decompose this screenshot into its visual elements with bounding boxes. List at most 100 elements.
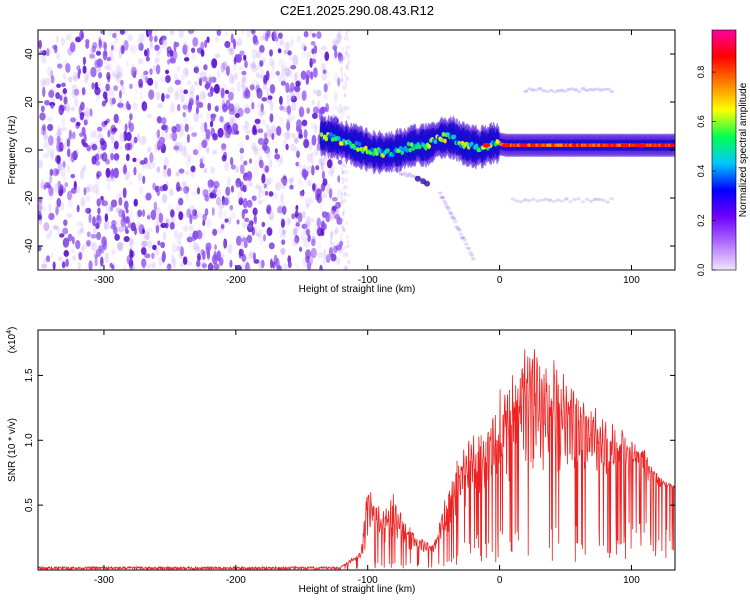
noise-dot	[306, 107, 310, 115]
noise-dot	[71, 40, 75, 45]
noise-dot	[49, 168, 54, 177]
noise-dot	[229, 156, 234, 166]
noise-dot	[274, 148, 278, 154]
noise-dot	[117, 71, 123, 78]
noise-dot	[287, 50, 292, 56]
noise-dot	[74, 186, 81, 194]
noise-dot	[337, 104, 344, 115]
noise-dot	[281, 239, 286, 245]
snr-xlabel: Height of straight line (km)	[299, 584, 416, 595]
noise-dot	[241, 70, 247, 76]
noise-dot	[44, 77, 51, 86]
noise-dot	[217, 227, 224, 235]
noise-dot	[38, 53, 43, 60]
noise-dot	[189, 126, 195, 131]
noise-dot	[52, 168, 59, 177]
branch-dot	[460, 236, 465, 240]
noise-dot	[109, 97, 115, 106]
noise-dot	[202, 219, 206, 227]
noise-dot	[238, 197, 244, 206]
noise-dot	[287, 218, 291, 225]
noise-dot	[323, 248, 327, 258]
noise-dot	[259, 45, 265, 53]
ridge-core	[443, 138, 447, 144]
noise-dot	[161, 38, 165, 49]
noise-dot	[286, 105, 292, 115]
noise-dot	[269, 225, 273, 231]
noise-dot	[286, 94, 290, 105]
noise-dot	[280, 247, 286, 255]
branch-dot	[555, 198, 561, 202]
noise-dot	[343, 191, 347, 196]
noise-dot	[213, 263, 220, 270]
noise-dot	[313, 124, 318, 134]
noise-dot	[133, 136, 138, 144]
noise-dot	[328, 211, 335, 222]
noise-dot	[173, 140, 178, 147]
noise-dot	[213, 180, 220, 189]
noise-dot	[149, 34, 153, 43]
noise-dot	[42, 153, 49, 159]
noise-dot	[50, 103, 54, 109]
noise-dot	[120, 45, 125, 55]
noise-dot	[207, 102, 212, 112]
noise-dot	[106, 56, 112, 62]
noise-dot	[122, 187, 127, 199]
noise-dot	[334, 40, 341, 45]
noise-dot	[161, 254, 166, 263]
noise-dot	[165, 218, 170, 228]
noise-dot	[298, 106, 305, 118]
noise-dot	[83, 187, 87, 196]
noise-dot	[333, 52, 340, 62]
noise-dot	[286, 120, 291, 132]
branch-dot	[601, 198, 606, 202]
noise-dot	[182, 225, 188, 232]
noise-dot	[199, 156, 206, 164]
noise-dot	[71, 131, 76, 140]
noise-dot	[345, 31, 348, 36]
noise-dot	[336, 188, 343, 199]
colorbar-tick-label: 0.4	[696, 165, 706, 178]
noise-dot	[68, 76, 73, 84]
noise-dot	[282, 174, 287, 179]
noise-dot	[93, 57, 98, 64]
ridge-core	[324, 136, 329, 142]
noise-dot	[316, 89, 322, 97]
noise-dot	[94, 86, 101, 96]
ridge-core	[370, 147, 374, 153]
noise-dot	[324, 51, 330, 62]
branch-dot	[469, 253, 475, 257]
noise-dot	[173, 145, 180, 151]
noise-dot	[123, 200, 129, 210]
noise-dot	[343, 192, 347, 197]
noise-dot	[219, 115, 224, 123]
noise-dot	[190, 205, 195, 216]
noise-dot	[331, 38, 338, 46]
noise-dot	[346, 105, 350, 110]
noise-dot	[145, 161, 151, 170]
noise-dot	[332, 44, 338, 51]
noise-dot	[155, 64, 161, 75]
noise-dot	[180, 92, 186, 103]
noise-dot	[233, 72, 238, 81]
ridge-core	[329, 132, 333, 137]
noise-dot	[246, 170, 253, 179]
noise-dot	[70, 152, 76, 163]
ridge-core	[319, 132, 324, 138]
branch-dot	[527, 198, 532, 203]
noise-dot	[280, 155, 284, 165]
noise-dot	[97, 126, 103, 132]
branch-dot	[570, 87, 575, 91]
ridge-core	[406, 141, 411, 147]
noise-dot	[200, 49, 205, 57]
noise-dot	[123, 215, 126, 223]
noise-dot	[107, 75, 111, 83]
noise-dot	[297, 212, 303, 223]
noise-dot	[307, 180, 312, 187]
noise-dot	[67, 47, 71, 55]
noise-dot	[251, 142, 257, 151]
colorbar-tick-label: 0.6	[696, 115, 706, 128]
noise-dot	[158, 263, 162, 269]
noise-dot	[142, 166, 146, 172]
